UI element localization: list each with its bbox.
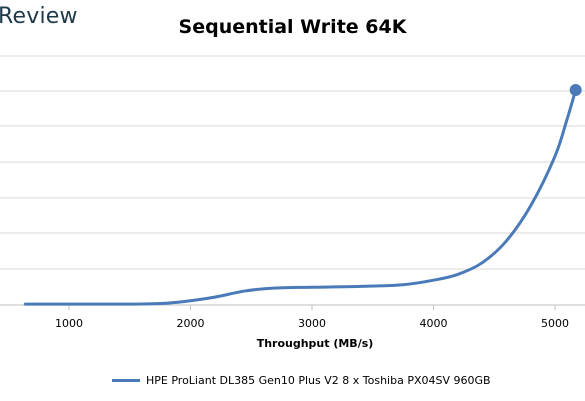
series-lines	[23, 84, 582, 306]
x-axis-label: Throughput (MB/s)	[256, 337, 374, 350]
legend-swatch	[112, 379, 140, 382]
x-tick-labels: 1000 2000 3000 4000 5000	[55, 317, 569, 330]
gridlines	[0, 55, 585, 270]
brand-logo: Review	[0, 4, 78, 29]
series-end-marker	[569, 84, 582, 96]
legend: HPE ProLiant DL385 Gen10 Plus V2 8 x Tos…	[112, 374, 491, 387]
series-line	[23, 88, 578, 306]
chart-title: Sequential Write 64K	[178, 16, 407, 38]
x-tick-label: 1000	[55, 317, 83, 330]
legend-label: HPE ProLiant DL385 Gen10 Plus V2 8 x Tos…	[146, 374, 491, 387]
x-tick-label: 2000	[177, 317, 205, 330]
x-tick-label: 5000	[541, 317, 569, 330]
x-tick-label: 4000	[420, 317, 448, 330]
axes	[0, 304, 585, 310]
x-tick-label: 3000	[298, 317, 326, 330]
